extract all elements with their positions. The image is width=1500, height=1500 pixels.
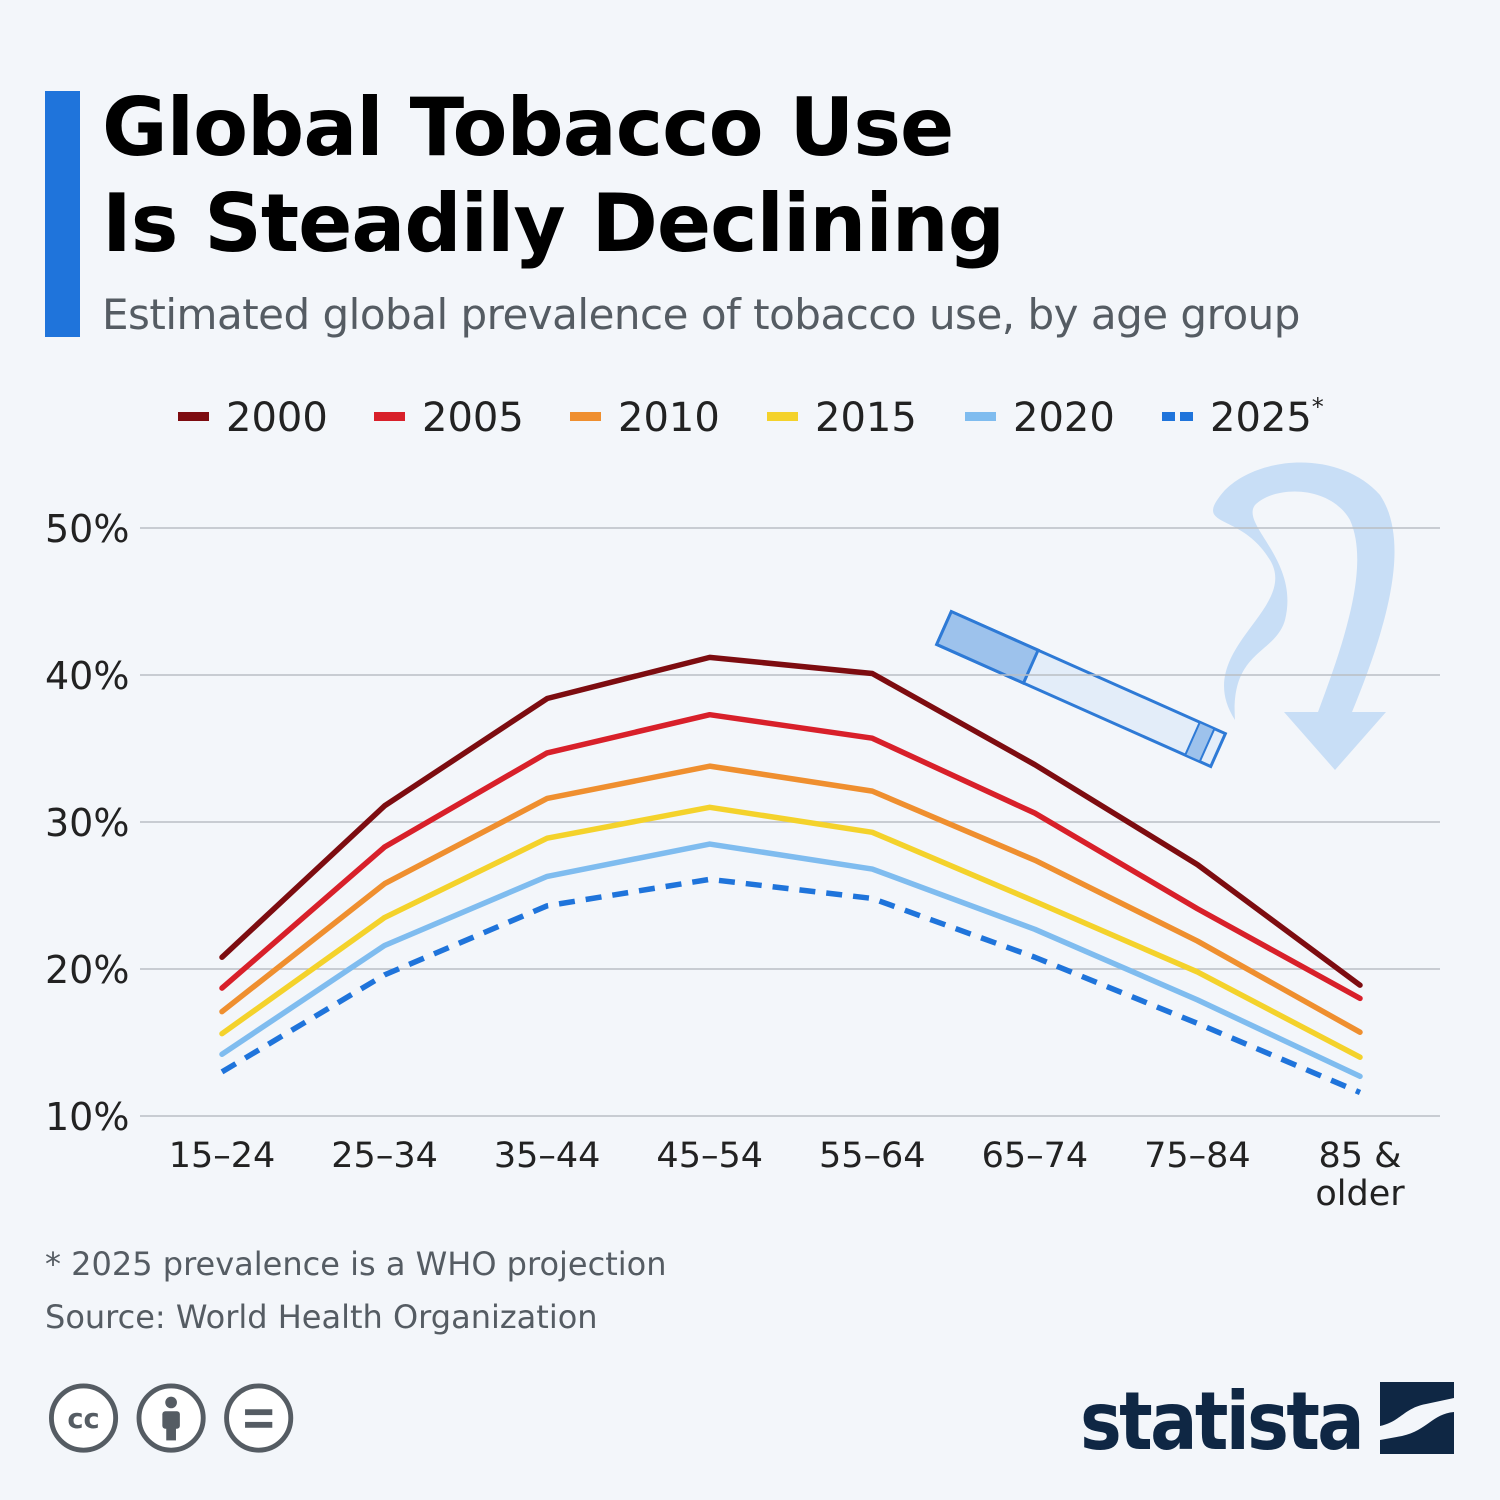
x-tick-label: 35–44: [494, 1136, 601, 1176]
x-tick-label-line: 75–84: [1144, 1136, 1251, 1176]
legend-item-2025: 2025*: [1162, 393, 1324, 441]
legend-superscript: *: [1312, 393, 1324, 421]
legend-label-text: 2000: [226, 395, 328, 441]
no-derivatives-icon[interactable]: [224, 1383, 294, 1453]
legend-swatch: [965, 412, 996, 421]
page-title: Global Tobacco Use Is Steadily Declining: [102, 80, 1402, 272]
series-lines: [219, 654, 1363, 1096]
legend-swatch: [767, 412, 798, 421]
legend-label: 2000: [226, 395, 328, 441]
projection-note: * 2025 prevalence is a WHO projection: [45, 1245, 667, 1283]
page-subtitle: Estimated global prevalence of tobacco u…: [102, 290, 1300, 339]
x-tick-label-line: 55–64: [819, 1136, 926, 1176]
x-tick-label-line: 85 &: [1319, 1136, 1402, 1176]
legend-swatch: [178, 412, 209, 421]
legend: 2000 2005 2010 2015 2020 2025*: [178, 393, 1324, 441]
series-line-2005: [219, 711, 1363, 1002]
legend-label: 2010: [618, 395, 720, 441]
legend-label-text: 2025: [1210, 395, 1312, 441]
legend-item-2005: 2005: [374, 395, 524, 441]
x-tick-label: 85 & older: [1315, 1136, 1405, 1214]
cc-icon[interactable]: cc: [49, 1383, 119, 1453]
x-tick-label: 55–64: [819, 1136, 926, 1176]
legend-item-2020: 2020: [965, 395, 1115, 441]
y-tick-label: 30%: [45, 801, 129, 845]
legend-swatch: [1162, 412, 1175, 421]
x-tick-label-line: 15–24: [169, 1136, 276, 1176]
legend-swatch: [1180, 412, 1193, 421]
statista-mark-icon: [1380, 1382, 1454, 1454]
x-tick-label-line: 25–34: [331, 1136, 438, 1176]
title-line-1: Global Tobacco Use: [102, 81, 954, 174]
title-line-2: Is Steadily Declining: [102, 177, 1005, 270]
series-line-2025: [220, 876, 1362, 1096]
line-chart: 10% 20% 30% 40% 50% 15–24 25–34 35–44 45–54 55–6…: [45, 393, 1440, 1214]
source-note: Source: World Health Organization: [45, 1298, 598, 1336]
legend-item-2000: 2000: [178, 395, 328, 441]
x-tick-label: 15–24: [169, 1136, 276, 1176]
y-tick-label: 10%: [45, 1095, 129, 1139]
legend-label-text: 2015: [815, 395, 917, 441]
y-tick-label: 40%: [45, 654, 129, 698]
legend-swatch: [374, 412, 405, 421]
gridlines: [140, 527, 1440, 1117]
license-icons[interactable]: cc: [45, 1383, 305, 1455]
x-tick-label-line: 35–44: [494, 1136, 601, 1176]
legend-item-2015: 2015: [767, 395, 917, 441]
legend-label-text: 2005: [422, 395, 524, 441]
y-tick-label: 20%: [45, 948, 129, 992]
statista-logo[interactable]: statista: [1080, 1365, 1470, 1465]
x-tick-label: 65–74: [982, 1136, 1089, 1176]
legend-swatch: [570, 412, 601, 421]
legend-label: 2020: [1013, 395, 1115, 441]
legend-label: 2005: [422, 395, 524, 441]
x-tick-label-line: older: [1315, 1174, 1405, 1214]
title-accent-bar: [45, 91, 80, 337]
series-line-2000: [219, 654, 1363, 988]
footnote: * 2025 prevalence is a WHO projection So…: [45, 1238, 666, 1344]
cigarette-icon: [934, 462, 1395, 770]
x-tick-label-line: 45–54: [656, 1136, 763, 1176]
statista-wordmark: statista: [1080, 1375, 1362, 1465]
x-tick-label: 25–34: [331, 1136, 438, 1176]
series-line-2020: [219, 841, 1363, 1080]
x-tick-label: 75–84: [1144, 1136, 1251, 1176]
legend-label: 2015: [815, 395, 917, 441]
y-axis: 10% 20% 30% 40% 50%: [45, 507, 129, 1139]
legend-label-text: 2020: [1013, 395, 1115, 441]
series-line-2010: [219, 763, 1363, 1035]
x-tick-label-line: 65–74: [982, 1136, 1089, 1176]
legend-item-2010: 2010: [570, 395, 720, 441]
legend-label: 2025*: [1210, 393, 1324, 441]
x-tick-label: 45–54: [656, 1136, 763, 1176]
y-tick-label: 50%: [45, 507, 129, 551]
smoke-arrow-icon: [1213, 462, 1395, 770]
x-axis: 15–24 25–34 35–44 45–54 55–64 65–74 75–84 85 & o…: [169, 1136, 1406, 1214]
attribution-icon[interactable]: [136, 1383, 206, 1453]
svg-text:cc: cc: [67, 1404, 99, 1435]
legend-label-text: 2010: [618, 395, 720, 441]
series-line-2015: [219, 804, 1363, 1060]
